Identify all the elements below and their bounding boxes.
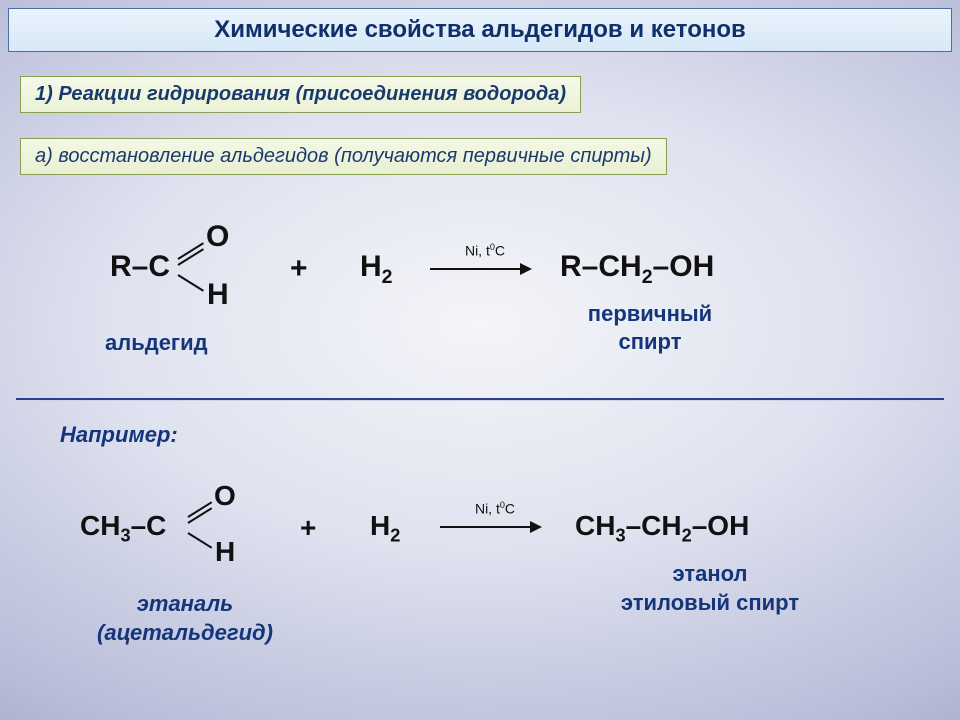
- r1-arrow-ni: Ni, t: [465, 243, 490, 259]
- r2-prod-2: –CH: [626, 510, 682, 541]
- r1-arrow-label: Ni, t0C: [440, 242, 530, 259]
- r1-prod-2: –OH: [653, 250, 715, 283]
- r1-h2: H2: [360, 250, 393, 289]
- r2-arrow-label: Ni, t0C: [450, 500, 540, 517]
- r1-product: R–CH2–OH: [560, 250, 714, 289]
- r2-h2: H2: [370, 510, 400, 547]
- section-2-box: а) восстановление альдегидов (получаются…: [20, 138, 667, 175]
- r2-plus: +: [300, 512, 316, 544]
- r2-prod-1: CH: [575, 510, 615, 541]
- page-title: Химические свойства альдегидов и кетонов: [214, 16, 746, 44]
- r1-prefix: R–C: [110, 250, 170, 283]
- r2-arrow: [440, 526, 540, 528]
- r1-label-right-l1: первичный: [588, 301, 712, 326]
- reaction-1: R–C O H + H2 Ni, t0C R–CH2–OH альдегид п…: [0, 200, 960, 380]
- r2-o: O: [214, 480, 236, 512]
- bond-single-1: [177, 274, 204, 292]
- r1-h2-sub: 2: [382, 266, 393, 288]
- r2-arrow-c: C: [505, 501, 515, 517]
- divider: [16, 398, 944, 401]
- title-bar: Химические свойства альдегидов и кетонов: [8, 8, 952, 52]
- r1-h: H: [207, 278, 229, 312]
- reaction2-reactant: CH3–C O H: [80, 510, 166, 547]
- r2-h2-h: H: [370, 510, 390, 541]
- r2-prod-2-sub: 2: [682, 526, 692, 546]
- r2-label-left-l1: этаналь: [137, 591, 233, 616]
- section-2-text: а) восстановление альдегидов (получаются…: [35, 145, 652, 167]
- r1-arrow: [430, 268, 530, 270]
- reaction1-reactant: R–C O H: [110, 250, 170, 284]
- r1-label-right-l2: спирт: [619, 329, 682, 354]
- r2-after: –C: [131, 510, 167, 541]
- r2-prod-1-sub: 3: [615, 526, 625, 546]
- example-label: Например:: [60, 422, 178, 448]
- section-1-text: 1) Реакции гидрирования (присоединения в…: [35, 83, 566, 105]
- r1-o: O: [206, 220, 229, 254]
- r1-prod-sub: 2: [642, 266, 653, 288]
- r2-product: CH3–CH2–OH: [575, 510, 749, 547]
- r1-arrow-c: C: [495, 243, 505, 259]
- r2-prefix: CH: [80, 510, 120, 541]
- r2-prefix-sub: 3: [120, 526, 130, 546]
- bond-single-2: [187, 532, 212, 549]
- r2-label-right-l2: этиловый спирт: [621, 590, 799, 615]
- r2-h2-sub: 2: [390, 526, 400, 546]
- r2-label-left-l2: (ацетальдегид): [97, 620, 273, 645]
- r2-label-right-l1: этанол: [672, 561, 747, 586]
- r1-h2-h: H: [360, 250, 382, 283]
- reaction-2: CH3–C O H + H2 Ni, t0C CH3–CH2–OH этанал…: [0, 460, 960, 660]
- r2-label-right: этанол этиловый спирт: [600, 560, 820, 617]
- section-1-box: 1) Реакции гидрирования (присоединения в…: [20, 76, 581, 113]
- r1-prod-1: R–CH: [560, 250, 642, 283]
- r2-h: H: [215, 536, 235, 568]
- r1-label-left: альдегид: [105, 330, 208, 356]
- r2-arrow-ni: Ni, t: [475, 501, 500, 517]
- r2-label-left: этаналь (ацетальдегид): [75, 590, 295, 647]
- r1-plus: +: [290, 252, 308, 286]
- r1-label-right: первичный спирт: [570, 300, 730, 355]
- r2-prod-3: –OH: [692, 510, 750, 541]
